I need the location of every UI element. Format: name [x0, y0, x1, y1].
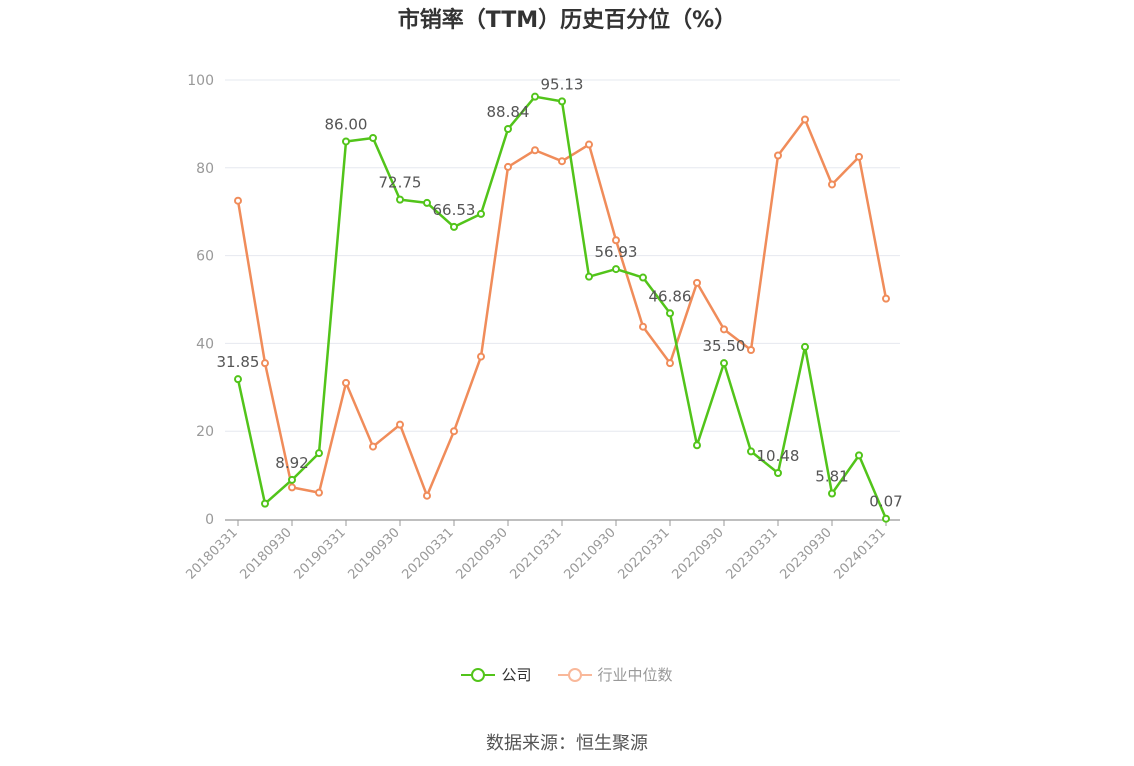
y-tick-label: 80 — [196, 161, 214, 177]
data-point-company — [558, 97, 566, 106]
data-point-industry-median — [855, 152, 863, 161]
data-point-industry-median — [477, 352, 485, 361]
legend-item-industry-median[interactable]: 行业中位数 — [557, 664, 673, 685]
x-tick-label: 20210331 — [507, 525, 564, 582]
chart-title: 市销率（TTM）历史百分位（%） — [397, 8, 737, 33]
data-point-company — [801, 342, 809, 351]
y-tick-label: 20 — [196, 424, 214, 440]
data-point-industry-median — [423, 491, 431, 500]
data-label: 56.93 — [595, 243, 638, 261]
series-line-industry-median — [236, 118, 888, 497]
y-tick-label: 0 — [205, 512, 214, 528]
data-point-industry-median — [234, 196, 242, 205]
data-point-company — [261, 499, 269, 508]
data-label: 86.00 — [325, 115, 368, 133]
data-point-company — [315, 449, 323, 458]
data-point-industry-median — [450, 427, 458, 436]
data-point-industry-median — [666, 359, 674, 368]
data-point-company — [828, 489, 836, 498]
data-point-company — [693, 441, 701, 450]
data-source-note: 数据来源：恒生聚源 — [486, 733, 648, 754]
legend-label-company: 公司 — [501, 666, 532, 684]
data-point-industry-median — [558, 157, 566, 166]
data-point-industry-median — [801, 115, 809, 124]
data-point-company — [450, 222, 458, 231]
data-point-company — [585, 272, 593, 281]
data-point-company — [531, 92, 539, 101]
data-point-company — [477, 209, 485, 218]
data-point-industry-median — [774, 151, 782, 160]
legend-line-marker-icon — [557, 667, 592, 683]
data-label: 31.85 — [217, 353, 260, 371]
y-tick-label: 60 — [196, 249, 214, 265]
data-point-company — [504, 124, 512, 133]
data-point-industry-median — [369, 442, 377, 451]
data-point-company — [396, 195, 404, 204]
legend-item-company[interactable]: 公司 — [461, 664, 532, 685]
data-point-industry-median — [396, 420, 404, 429]
data-point-company — [612, 265, 620, 274]
data-point-company — [288, 475, 296, 484]
data-label: 88.84 — [487, 103, 530, 121]
data-label: 46.86 — [649, 287, 692, 305]
data-point-industry-median — [342, 378, 350, 387]
x-tick-label: 20200930 — [453, 525, 510, 582]
data-point-company — [747, 447, 755, 456]
x-tick-label: 20190930 — [345, 525, 402, 582]
x-tick-label: 20190331 — [291, 525, 348, 582]
data-point-company — [639, 273, 647, 282]
x-tick-label: 20230331 — [723, 525, 780, 582]
data-point-industry-median — [261, 359, 269, 368]
data-label: 10.48 — [757, 447, 800, 465]
x-tick-label: 20230930 — [777, 525, 834, 582]
x-tick-label: 20180930 — [237, 525, 294, 582]
legend-label-industry-median: 行业中位数 — [597, 666, 673, 684]
x-tick-label: 20210930 — [561, 525, 618, 582]
data-point-company — [234, 375, 242, 384]
data-label: 66.53 — [433, 201, 476, 219]
data-point-industry-median — [693, 278, 701, 287]
data-point-industry-median — [882, 294, 890, 303]
data-point-industry-median — [612, 236, 620, 245]
data-point-industry-median — [315, 488, 323, 497]
data-label: 5.81 — [815, 467, 848, 485]
y-tick-label: 40 — [196, 336, 214, 352]
data-point-company — [720, 359, 728, 368]
x-tick-label: 20240131 — [831, 525, 888, 582]
data-point-company — [666, 309, 674, 318]
chart-legend: 公司 行业中位数 — [0, 664, 1134, 685]
data-point-company — [423, 198, 431, 207]
data-label: 0.07 — [869, 493, 902, 511]
data-label: 8.92 — [275, 454, 308, 472]
x-tick-label: 20180331 — [183, 525, 240, 582]
legend-line-marker-icon — [461, 667, 496, 683]
x-tick-label: 20220331 — [615, 525, 672, 582]
x-tick-label: 20220930 — [669, 525, 726, 582]
data-label: 35.50 — [703, 337, 746, 355]
data-point-industry-median — [639, 322, 647, 331]
data-point-company — [369, 133, 377, 142]
data-label: 72.75 — [379, 174, 422, 192]
data-point-company — [882, 514, 890, 523]
data-point-industry-median — [828, 180, 836, 189]
data-point-industry-median — [504, 162, 512, 171]
data-point-company — [342, 137, 350, 146]
line-chart: 0 20 40 60 80 100 2018033120180930201903312019… — [183, 73, 902, 583]
data-point-industry-median — [531, 146, 539, 155]
data-label: 95.13 — [541, 75, 584, 93]
data-point-industry-median — [585, 140, 593, 149]
x-tick-label: 20200331 — [399, 525, 456, 582]
data-point-company — [774, 468, 782, 477]
data-point-company — [855, 451, 863, 460]
data-point-industry-median — [720, 325, 728, 334]
data-point-industry-median — [288, 483, 296, 492]
y-tick-label: 100 — [187, 73, 214, 89]
data-point-industry-median — [747, 345, 755, 354]
